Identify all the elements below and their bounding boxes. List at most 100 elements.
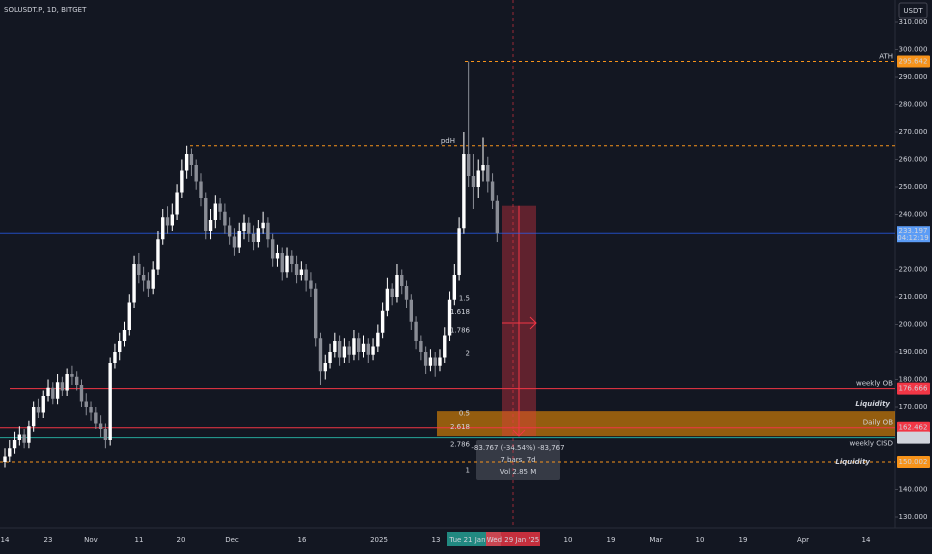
y-tick-label: 200.000	[899, 321, 928, 329]
candle-body	[89, 407, 93, 413]
candle-body	[184, 154, 189, 171]
candle-body	[3, 456, 7, 462]
fib-label: 1.5	[459, 294, 470, 302]
candle-body	[232, 236, 237, 248]
candle-body	[428, 357, 433, 366]
measure-arrowhead-h	[529, 316, 537, 330]
candle-body	[103, 429, 108, 440]
measure-bars: 7 bars, 7d	[500, 456, 535, 464]
candle-body	[75, 376, 79, 385]
fib-label: 1.618	[450, 308, 470, 316]
level-label: ATH	[879, 52, 893, 60]
x-tick-label: Wed 29 Jan '25	[487, 536, 539, 544]
x-tick-label: 19	[739, 536, 748, 544]
fib-label: 2.786	[450, 440, 471, 448]
candle-body	[180, 170, 184, 193]
candle-body	[227, 225, 232, 237]
candle-body	[98, 423, 103, 429]
candle-body	[127, 302, 131, 330]
x-tick-label: Apr	[797, 536, 809, 544]
measure-box	[476, 440, 560, 480]
price-box-label: 295.642	[899, 57, 928, 65]
fib-label: 2	[466, 349, 470, 357]
candle-body	[333, 341, 337, 352]
candle-body	[165, 217, 170, 226]
x-tick-label: 14	[1, 536, 10, 544]
zone-label: Liquidity	[855, 400, 890, 408]
y-tick-label: 130.000	[899, 513, 928, 521]
y-tick-label: 250.000	[899, 183, 928, 191]
countdown: 04:12:19	[897, 234, 928, 242]
candle-body	[151, 269, 155, 289]
candle-body	[466, 154, 471, 176]
price-box	[897, 421, 930, 434]
candle-body	[70, 374, 74, 377]
x-tick-label: Mar	[649, 536, 662, 544]
candle-body	[337, 341, 342, 358]
candle-body	[270, 239, 275, 259]
candle-body	[94, 412, 98, 424]
x-tick-label: 2025	[370, 536, 388, 544]
currency-box[interactable]	[898, 2, 928, 19]
y-tick-label: 290.000	[899, 73, 928, 81]
candle-body	[204, 198, 208, 231]
x-tick-label: Nov	[84, 536, 98, 544]
candle-body	[443, 335, 447, 358]
candle-body	[290, 255, 294, 264]
candle-body	[314, 288, 318, 339]
candle-body	[194, 165, 198, 182]
x-tick-label: 10	[564, 536, 573, 544]
price-box	[897, 382, 930, 395]
candle-body	[161, 217, 165, 240]
candle-body	[342, 346, 347, 358]
x-tick-label: 14	[862, 536, 871, 544]
x-highlight	[486, 532, 540, 546]
y-tick-label: 270.000	[899, 128, 928, 136]
candle-body	[137, 264, 141, 275]
candle-body	[213, 203, 218, 220]
candle-body	[170, 214, 174, 226]
candle-body	[41, 396, 45, 413]
candle-body	[242, 222, 246, 231]
candle-body	[400, 275, 404, 286]
candle-body	[447, 299, 452, 336]
candle-body	[146, 280, 151, 289]
y-tick-label: 310.000	[899, 18, 928, 26]
candle-body	[12, 440, 17, 449]
fib-label: 1.786	[450, 327, 471, 335]
candle-body	[17, 434, 22, 440]
candle-body	[199, 181, 203, 198]
measure-change: -83.767 (-34.54%) -83,767	[471, 444, 564, 452]
candle-body	[304, 269, 308, 281]
candle-body	[113, 352, 117, 363]
candle-body	[366, 343, 370, 355]
x-tick-label: 23	[44, 536, 53, 544]
candle-body	[122, 330, 127, 341]
y-tick-label: 190.000	[899, 348, 928, 356]
candle-body	[22, 434, 26, 443]
candle-body	[208, 220, 213, 231]
candle-body	[36, 407, 41, 413]
x-tick-label: 19	[607, 536, 616, 544]
candle-body	[323, 363, 327, 372]
x-tick-label: 16	[298, 536, 307, 544]
candle-body	[419, 341, 423, 352]
y-tick-label: 170.000	[899, 403, 928, 411]
candle-body	[65, 374, 69, 391]
candle-body	[404, 286, 409, 300]
candle-body	[218, 203, 222, 212]
x-tick-label: 10	[696, 536, 705, 544]
candle-body	[79, 385, 84, 402]
measure-volume: Vol 2.85 M	[500, 468, 537, 476]
level-label: Daily OB	[863, 419, 893, 427]
candle-body	[376, 332, 380, 347]
candle-body	[46, 387, 50, 396]
y-tick-label: 220.000	[899, 266, 928, 274]
y-tick-label: 240.000	[899, 211, 928, 219]
x-tick-label: 20	[177, 536, 186, 544]
fib-label: 1	[466, 466, 470, 474]
currency: USDT	[903, 7, 923, 15]
candle-body	[27, 426, 31, 443]
